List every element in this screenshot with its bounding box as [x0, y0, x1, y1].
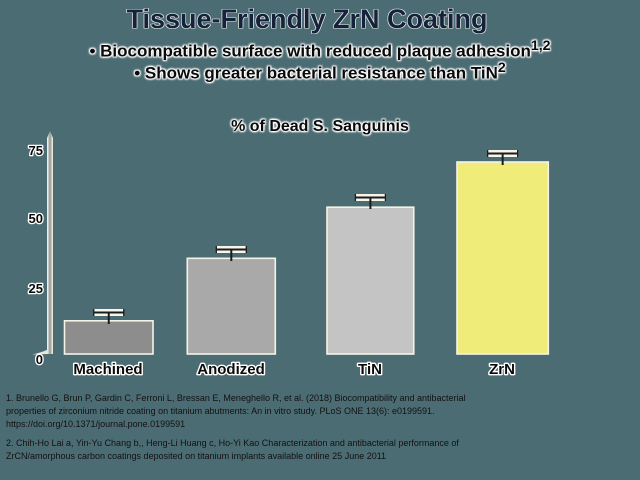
svg-text:50: 50 [29, 211, 43, 226]
svg-text:0: 0 [36, 352, 43, 367]
svg-text:75: 75 [29, 143, 43, 158]
svg-text:ZrN: ZrN [489, 361, 515, 378]
svg-text:Machined: Machined [73, 361, 142, 378]
svg-text:25: 25 [29, 281, 43, 296]
svg-text:TiN: TiN [358, 361, 382, 378]
svg-text:Anodized: Anodized [197, 361, 265, 378]
